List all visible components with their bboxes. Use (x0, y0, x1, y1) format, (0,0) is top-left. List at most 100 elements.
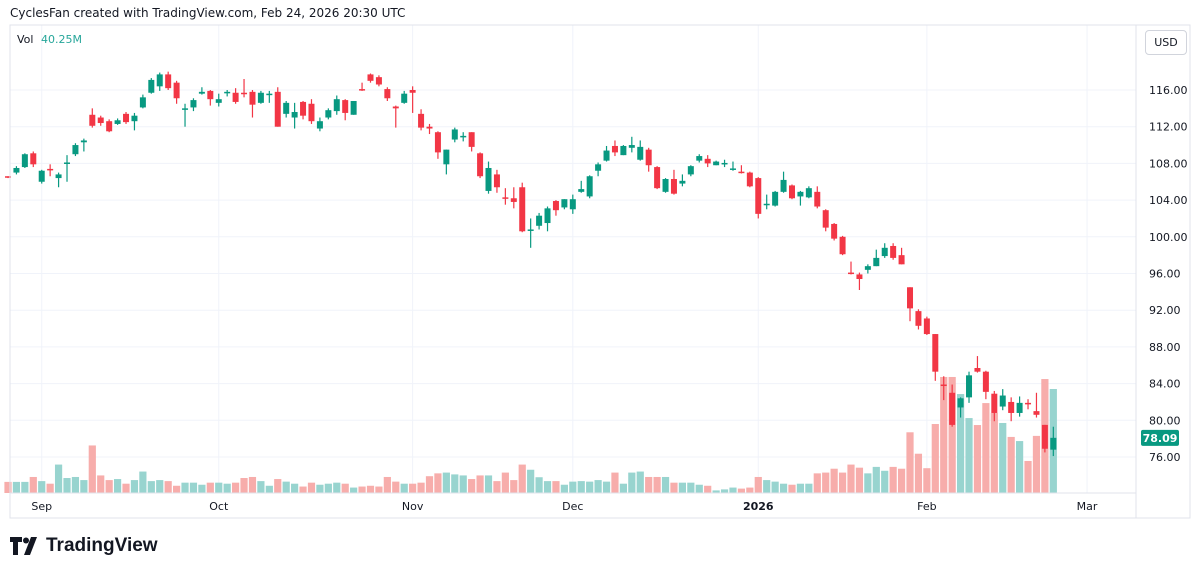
candle-body (544, 208, 551, 224)
time-axis[interactable]: Sep Oct Nov Dec 2026 Feb Mar (31, 500, 1098, 513)
volume-bar (720, 489, 729, 493)
candle (519, 182, 526, 233)
volume-bar (577, 481, 585, 493)
volume-bar (712, 490, 720, 493)
volume-bar (139, 471, 147, 493)
candle (207, 90, 214, 106)
candle (131, 112, 138, 131)
volume-bar (493, 481, 501, 493)
candle-body (493, 174, 500, 188)
candle-body (569, 199, 576, 210)
candle-body (502, 197, 509, 199)
candle (805, 186, 812, 199)
candle (578, 180, 585, 193)
candle (283, 101, 290, 118)
candle-body (249, 91, 256, 105)
volume-bar (21, 481, 29, 493)
candle (696, 154, 703, 163)
candle (569, 194, 576, 214)
candle-body (805, 188, 812, 198)
volume-bar (459, 475, 467, 493)
volume-bar (265, 485, 273, 493)
tradingview-logo[interactable]: TradingView (10, 535, 158, 557)
candle (493, 169, 500, 193)
volume-bar (695, 484, 703, 493)
candle (401, 90, 408, 104)
candle-body (578, 189, 585, 192)
candle-body (662, 178, 669, 192)
tradingview-logo-icon (10, 537, 37, 555)
candle (392, 105, 399, 128)
candle (21, 153, 28, 168)
candle-body (915, 311, 922, 326)
candle-body (367, 74, 374, 81)
volume-bar (147, 481, 155, 493)
candle (316, 117, 323, 132)
candle (460, 132, 467, 142)
candle (679, 174, 686, 187)
candle-body (738, 171, 745, 174)
volume-bar (830, 468, 838, 493)
candle (64, 155, 71, 182)
candle-body (873, 257, 880, 267)
candle-body (670, 178, 677, 194)
candle (915, 309, 922, 330)
candle-body (932, 334, 939, 372)
candle-body (215, 99, 222, 103)
candle-body (552, 201, 559, 211)
volume-bar (46, 483, 54, 493)
candle-body (923, 318, 930, 335)
currency-button[interactable]: USD (1145, 30, 1187, 55)
candle (485, 161, 492, 194)
candle-body (13, 167, 20, 173)
candle-body (974, 368, 981, 372)
candle (527, 218, 534, 248)
candle-body (139, 97, 146, 108)
volume-bars (4, 376, 1057, 493)
last-price-tag: 78.09 (1141, 429, 1179, 446)
candle-body (991, 393, 998, 413)
candle (822, 209, 829, 232)
candle-body (485, 167, 492, 191)
candle (746, 171, 753, 188)
candle (300, 101, 307, 120)
volume-bar (552, 481, 560, 493)
candle (1041, 424, 1048, 453)
candle (224, 90, 231, 97)
volume-bar (63, 478, 71, 493)
candle-body (375, 77, 382, 85)
volume-bar (645, 476, 653, 493)
y-tick-label: 108.00 (1149, 157, 1188, 170)
candle-body (822, 210, 829, 228)
candle-body (38, 170, 45, 182)
x-tick-label: Sep (31, 500, 52, 513)
candle (814, 186, 821, 209)
candle (468, 132, 475, 152)
volume-bar (71, 476, 80, 493)
volume-bar (527, 469, 535, 493)
candle (232, 88, 239, 104)
candle-body (468, 132, 475, 147)
candle (780, 171, 787, 193)
candle (940, 376, 947, 401)
candle-body (1008, 401, 1015, 413)
candle (881, 243, 888, 258)
candle-body (755, 178, 762, 214)
volume-bar (602, 481, 611, 493)
candle (713, 160, 720, 166)
candle-body (654, 167, 661, 189)
candle (991, 390, 998, 422)
volume-bar (282, 481, 290, 493)
price-axis[interactable]: 116.00 112.00 108.00 104.00 100.00 96.00 92.00… (1149, 84, 1188, 464)
candle-body (274, 91, 281, 127)
volume-bar (510, 480, 518, 493)
candle-body (966, 375, 973, 398)
candle (426, 123, 433, 135)
volume-bar (678, 482, 686, 493)
volume-bar (501, 472, 509, 493)
candle-body (224, 91, 231, 94)
candle-body (291, 112, 298, 118)
y-tick-label: 100.00 (1149, 231, 1188, 244)
candle (856, 272, 863, 291)
